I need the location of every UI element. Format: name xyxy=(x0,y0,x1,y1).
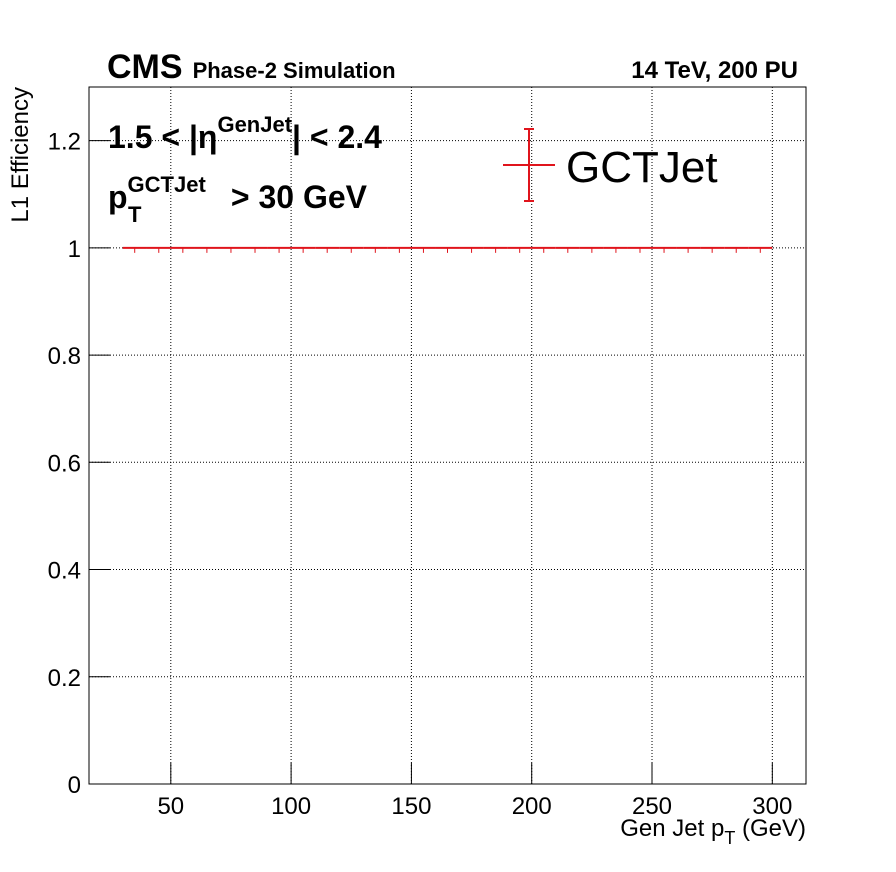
x-tick-label: 250 xyxy=(632,793,672,820)
y-tick-label: 0.2 xyxy=(48,665,81,692)
x-tick-label: 200 xyxy=(512,793,552,820)
annotation-after: | < 2.4 xyxy=(292,119,382,155)
title-group: CMS Phase-2 Simulation xyxy=(107,48,396,86)
y-tick-label: 0 xyxy=(68,772,81,799)
plot-frame xyxy=(88,86,807,785)
chart-title: CMS xyxy=(107,48,183,86)
y-tick-label: 0.4 xyxy=(48,558,81,585)
y-tick-label: 0.8 xyxy=(48,343,81,370)
x-title-unit: (GeV) xyxy=(735,815,806,842)
x-title-main: Gen Jet p xyxy=(620,815,724,842)
annotation-sup: GCTJet xyxy=(128,172,207,197)
x-tick-label: 300 xyxy=(752,793,792,820)
annotation-sup: GenJet xyxy=(217,112,292,137)
energy-label: 14 TeV, 200 PU xyxy=(631,57,798,84)
x-title-sub: T xyxy=(724,828,735,848)
y-tick-label: 1.2 xyxy=(48,129,81,156)
annotation-after: > 30 GeV xyxy=(222,179,368,215)
annotation-text: p xyxy=(108,179,128,215)
annotation-sub: T xyxy=(128,202,142,227)
x-tick-label: 100 xyxy=(271,793,311,820)
y-tick-label: 1 xyxy=(68,236,81,263)
x-axis-title: Gen Jet pT (GeV) xyxy=(620,815,806,848)
x-tick-label: 150 xyxy=(391,793,431,820)
chart-subtitle: Phase-2 Simulation xyxy=(193,58,396,83)
annotation: 1.5 < |ηGenJet| < 2.4 xyxy=(108,112,382,155)
y-tick-label: 0.6 xyxy=(48,450,81,477)
annotation-text: 1.5 < |η xyxy=(108,119,217,155)
x-tick-label: 50 xyxy=(157,793,184,820)
legend-label: GCTJet xyxy=(566,143,718,192)
y-axis-title: L1 Efficiency xyxy=(7,87,34,223)
annotation: pGCTJet T > 30 GeV xyxy=(108,172,368,227)
